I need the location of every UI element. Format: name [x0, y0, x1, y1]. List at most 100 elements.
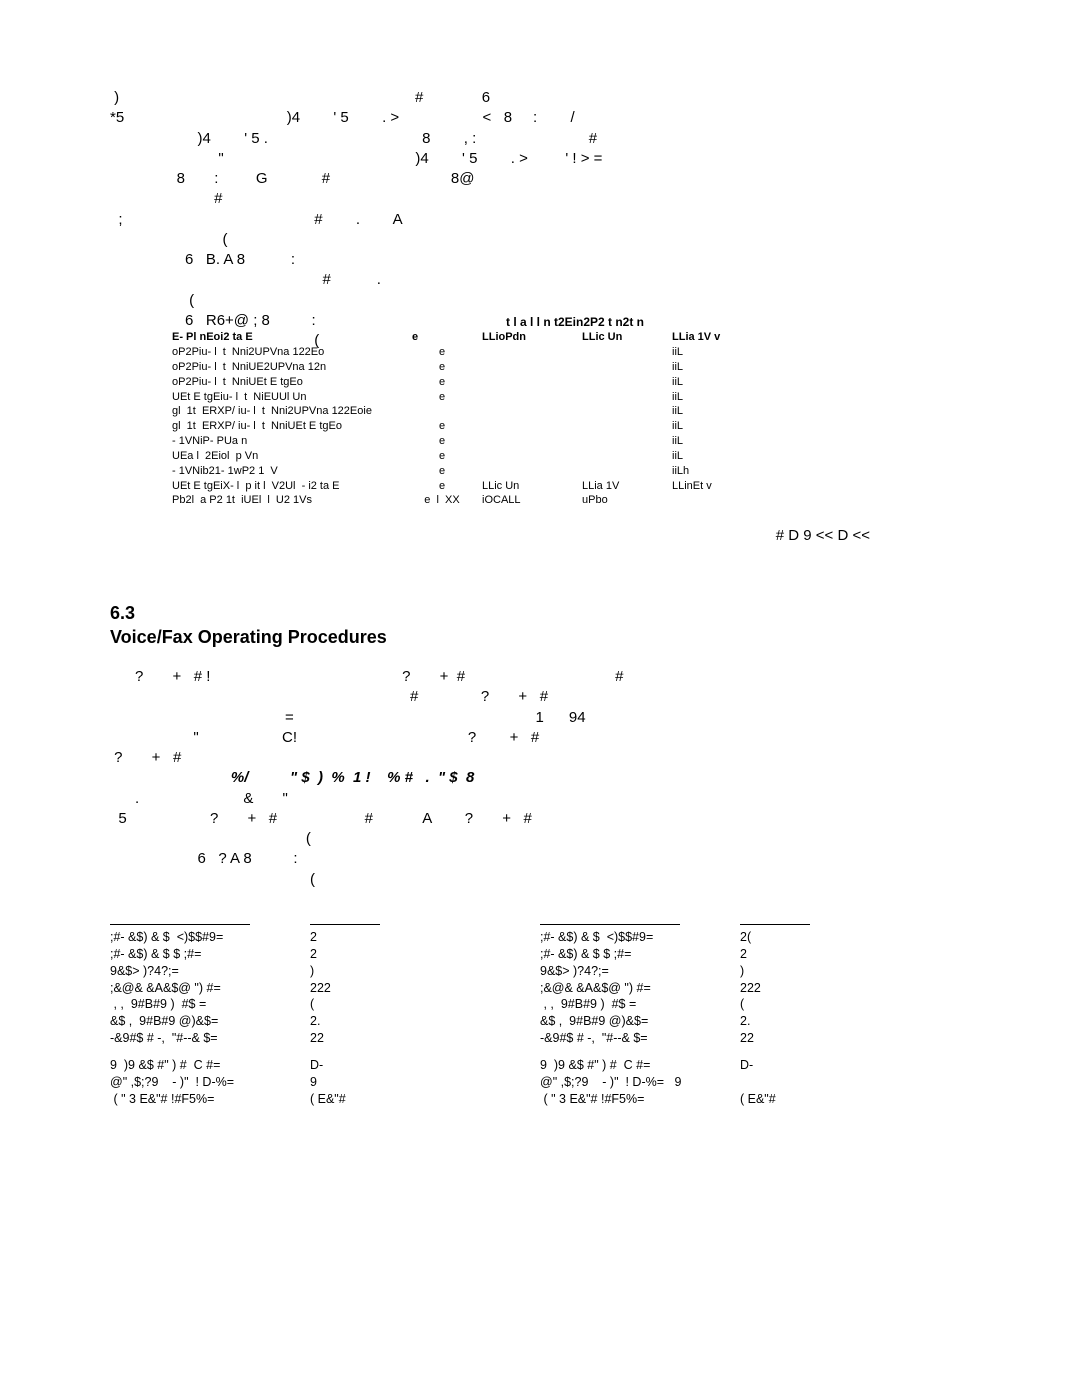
setting-label: 9 )9 &$ #" ) # C #= [110, 1057, 310, 1074]
table-cell [672, 493, 772, 508]
setting-label: &$ , 9#B#9 @)&$= [540, 1013, 740, 1030]
setting-value: 2 [310, 946, 400, 963]
section-title: Voice/Fax Operating Procedures [110, 627, 387, 647]
setting-label: @" ,$;?9 - )" ! D-%= [110, 1074, 310, 1091]
setting-row: 9 )9 &$ #" ) # C #=D- [540, 1057, 940, 1074]
text-line: ( [110, 291, 970, 311]
table-cell: e [412, 390, 482, 405]
table-cell: e [412, 434, 482, 449]
table-cell: iiL [672, 449, 772, 464]
text-line: ( [110, 230, 970, 250]
text-line: 6 R6+@ ; 8 : [110, 311, 970, 331]
setting-label: -&9#$ # -, "#--& $= [110, 1030, 310, 1047]
setting-value [740, 1074, 830, 1091]
setting-value: 222 [740, 980, 830, 997]
table-row: - 1VNib21- 1wP2 1 VeiiLh [172, 464, 772, 479]
table-row: Pb2l a P2 1t iUEl l U2 1Vse l XXiOCALLuP… [172, 493, 772, 508]
setting-row: ( " 3 E&"# !#F5%=( E&"# [540, 1091, 940, 1108]
column-left: ;#- &$) & $ <)$$#9=2;#- &$) & $ $ ;#=29&… [110, 924, 510, 1108]
table-cell [482, 434, 582, 449]
setting-value: D- [310, 1057, 400, 1074]
table-cell [582, 360, 672, 375]
table-cell: Pb2l a P2 1t iUEl l U2 1Vs [172, 493, 412, 508]
table1: E- Pl nEoi2 ta EeLLioPdnLLic UnLLia 1V v… [172, 330, 772, 508]
setting-row: &$ , 9#B#9 @)&$=2. [540, 1013, 940, 1030]
text-line: 8 : G # 8@ [110, 169, 970, 189]
table-cell: iOCALL [482, 493, 582, 508]
table-cell [482, 360, 582, 375]
table-cell [582, 449, 672, 464]
setting-row: , , 9#B#9 ) #$ =( [110, 996, 510, 1013]
table-cell: LLia 1V [582, 479, 672, 494]
table-cell: e [412, 419, 482, 434]
setting-value: 2. [310, 1013, 400, 1030]
text-line: ( [110, 870, 970, 890]
setting-row: ;#- &$) & $ <)$$#9=2( [540, 929, 940, 946]
text-line: = 1 94 [110, 708, 970, 728]
setting-row: -&9#$ # -, "#--& $=22 [540, 1030, 940, 1047]
table-cell [582, 419, 672, 434]
setting-row: ;#- &$) & $ $ ;#=2 [540, 946, 940, 963]
text-line: . & " [110, 789, 970, 809]
setting-value: 2 [310, 929, 400, 946]
setting-row: -&9#$ # -, "#--& $=22 [110, 1030, 510, 1047]
table-cell: oP2Piu- l t NniUE2UPVna 12n [172, 360, 412, 375]
table-cell: uPbo [582, 493, 672, 508]
setting-label: 9&$> )?4?;= [540, 963, 740, 980]
setting-label: 9&$> )?4?;= [110, 963, 310, 980]
table-row: UEt E tgEiu- l t NiEUUl UneiiL [172, 390, 772, 405]
setting-row: ;&@& &A&$@ ") #=222 [110, 980, 510, 997]
setting-row: ;&@& &A&$@ ") #=222 [540, 980, 940, 997]
table-row: gl 1t ERXP/ iu- l t Nni2UPVna 122EoieiiL [172, 404, 772, 419]
setting-value: 2 [740, 946, 830, 963]
setting-row: ( " 3 E&"# !#F5%=( E&"# [110, 1091, 510, 1108]
setting-label: , , 9#B#9 ) #$ = [110, 996, 310, 1013]
setting-row: , , 9#B#9 ) #$ =( [540, 996, 940, 1013]
setting-label: ;#- &$) & $ $ ;#= [540, 946, 740, 963]
table-cell: - 1VNib21- 1wP2 1 V [172, 464, 412, 479]
setting-label: 9 )9 &$ #" ) # C #= [540, 1057, 740, 1074]
setting-value: 222 [310, 980, 400, 997]
table-cell: e [412, 479, 482, 494]
text-line: " C! ? + # [110, 728, 970, 748]
setting-value: ) [310, 963, 400, 980]
text-line: ; # . A [110, 210, 970, 230]
setting-value: ) [740, 963, 830, 980]
table-cell: UEt E tgEiX- l p it l V2Ul - i2 ta E [172, 479, 412, 494]
table-cell: gl 1t ERXP/ iu- l t Nni2UPVna 122Eoie [172, 404, 412, 419]
table-cell [482, 419, 582, 434]
setting-row: ;#- &$) & $ <)$$#9=2 [110, 929, 510, 946]
table-cell [582, 375, 672, 390]
text-line: " )4 ' 5 . > ' ! > = [110, 149, 970, 169]
table-row: UEt E tgEiX- l p it l V2Ul - i2 ta Ee LLi… [172, 479, 772, 494]
table-cell [482, 375, 582, 390]
table-cell: e [412, 449, 482, 464]
text-line: )4 ' 5 . 8 , : # [110, 129, 970, 149]
setting-value: 2. [740, 1013, 830, 1030]
setting-row: ;#- &$) & $ $ ;#=2 [110, 946, 510, 963]
setting-label: ;#- &$) & $ <)$$#9= [540, 929, 740, 946]
table-cell: iiL [672, 375, 772, 390]
text-line: ? + # [110, 748, 970, 768]
table-cell: oP2Piu- l t NniUEt E tgEo [172, 375, 412, 390]
text-line: ) # 6 [110, 88, 970, 108]
text-line: ( [110, 331, 970, 351]
footline-1: # D 9 << D << [110, 526, 970, 546]
setting-label: ;#- &$) & $ $ ;#= [110, 946, 310, 963]
setting-row: 9 )9 &$ #" ) # C #=D- [110, 1057, 510, 1074]
setting-label: ;&@& &A&$@ ") #= [540, 980, 740, 997]
table-cell: UEa l 2Eiol p Vn [172, 449, 412, 464]
setting-label: ( " 3 E&"# !#F5%= [110, 1091, 310, 1108]
table-cell: iiL [672, 434, 772, 449]
setting-row: @" ,$;?9 - )" ! D-%= 9 [540, 1074, 940, 1091]
text-line: # . [110, 270, 970, 290]
two-column-block: ;#- &$) & $ <)$$#9=2;#- &$) & $ $ ;#=29&… [110, 924, 970, 1108]
table-row: oP2Piu- l t NniUEt E tgEoe iiL [172, 375, 772, 390]
setting-label: ;#- &$) & $ <)$$#9= [110, 929, 310, 946]
text-line: %/ " $ ) % 1 ! % # . " $ 8 [110, 768, 970, 788]
setting-value: ( [740, 996, 830, 1013]
table-cell: e [412, 375, 482, 390]
table-cell: e [412, 464, 482, 479]
text-line: *5 )4 ' 5 . > < 8 : / [110, 108, 970, 128]
text-line: 6 ? A 8 : [110, 849, 970, 869]
